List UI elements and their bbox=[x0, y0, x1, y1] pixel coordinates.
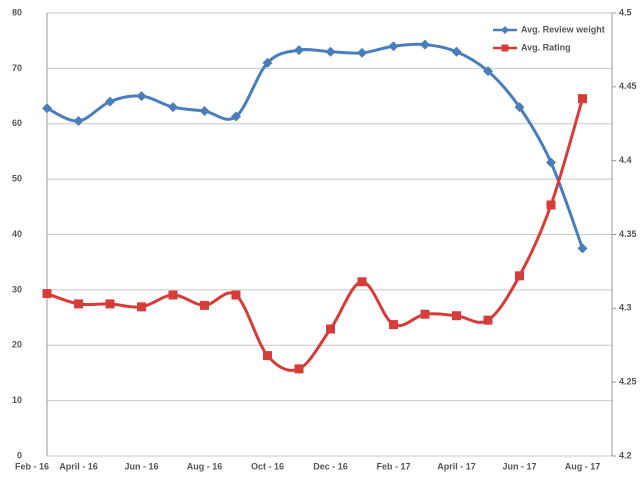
x-tick-label: April - 16 bbox=[59, 461, 98, 471]
point-marker bbox=[231, 290, 241, 300]
point-marker bbox=[200, 300, 209, 310]
point-marker bbox=[546, 157, 556, 168]
y2-tick-label: 4.5 bbox=[619, 7, 632, 17]
point-marker bbox=[420, 309, 430, 319]
point-marker bbox=[326, 324, 335, 334]
y-tick-label: 0 bbox=[17, 450, 22, 460]
point-marker bbox=[105, 96, 115, 107]
x-tick-label: Oct - 16 bbox=[251, 461, 284, 471]
point-marker bbox=[357, 277, 367, 287]
point-marker bbox=[388, 41, 399, 52]
y-tick-label: 30 bbox=[12, 284, 22, 294]
y-tick-label: 60 bbox=[12, 118, 22, 128]
series-line bbox=[46, 42, 584, 249]
y2-tick-label: 4.45 bbox=[619, 81, 637, 91]
point-marker bbox=[546, 200, 556, 210]
point-marker bbox=[389, 320, 398, 330]
point-marker bbox=[262, 57, 273, 68]
point-marker bbox=[515, 271, 524, 281]
legend-marker bbox=[501, 26, 509, 34]
point-marker bbox=[294, 364, 304, 374]
point-marker bbox=[105, 299, 115, 309]
point-marker bbox=[514, 102, 525, 113]
y2-tick-label: 4.4 bbox=[619, 155, 632, 165]
y-tick-label: 20 bbox=[12, 340, 22, 350]
point-marker bbox=[263, 351, 272, 361]
point-marker bbox=[168, 290, 178, 300]
point-marker bbox=[231, 111, 241, 122]
x-tick-label: Dec - 16 bbox=[313, 461, 348, 471]
x-tick-label: Feb - 17 bbox=[376, 461, 410, 471]
x-tick-label: April - 17 bbox=[437, 461, 476, 471]
point-marker bbox=[577, 243, 588, 254]
y-tick-label: 10 bbox=[12, 395, 22, 405]
y2-tick-label: 4.3 bbox=[619, 303, 632, 313]
point-marker bbox=[451, 46, 462, 57]
point-marker bbox=[578, 94, 587, 104]
point-marker bbox=[483, 66, 493, 77]
y2-tick-label: 4.35 bbox=[619, 229, 637, 239]
legend-marker bbox=[501, 44, 509, 52]
point-marker bbox=[420, 39, 430, 50]
x-tick-label: Jun - 16 bbox=[124, 461, 158, 471]
point-marker bbox=[136, 91, 147, 102]
y-tick-label: 70 bbox=[12, 63, 22, 73]
point-marker bbox=[137, 302, 146, 312]
point-marker bbox=[74, 299, 83, 309]
x-tick-label: Aug - 16 bbox=[187, 461, 223, 471]
point-marker bbox=[42, 103, 52, 114]
point-marker bbox=[73, 115, 84, 126]
y-tick-label: 50 bbox=[12, 174, 22, 184]
x-tick-label: Jun - 17 bbox=[502, 461, 536, 471]
y-tick-label: 80 bbox=[12, 7, 22, 17]
point-marker bbox=[483, 315, 493, 325]
x-tick-label: Aug - 17 bbox=[565, 461, 601, 471]
point-marker bbox=[42, 289, 52, 299]
point-marker bbox=[168, 102, 178, 113]
y2-tick-label: 4.2 bbox=[619, 450, 632, 460]
legend-label: Avg. Rating bbox=[521, 42, 571, 52]
point-marker bbox=[294, 45, 304, 56]
point-marker bbox=[452, 311, 461, 321]
y2-tick-label: 4.25 bbox=[619, 377, 637, 387]
point-marker bbox=[357, 47, 367, 58]
point-marker bbox=[325, 46, 336, 57]
legend-label: Avg. Review weight bbox=[521, 24, 605, 34]
point-marker bbox=[199, 106, 210, 117]
y-tick-label: 40 bbox=[12, 229, 22, 239]
x-tick-label: Feb - 16 bbox=[15, 461, 49, 471]
